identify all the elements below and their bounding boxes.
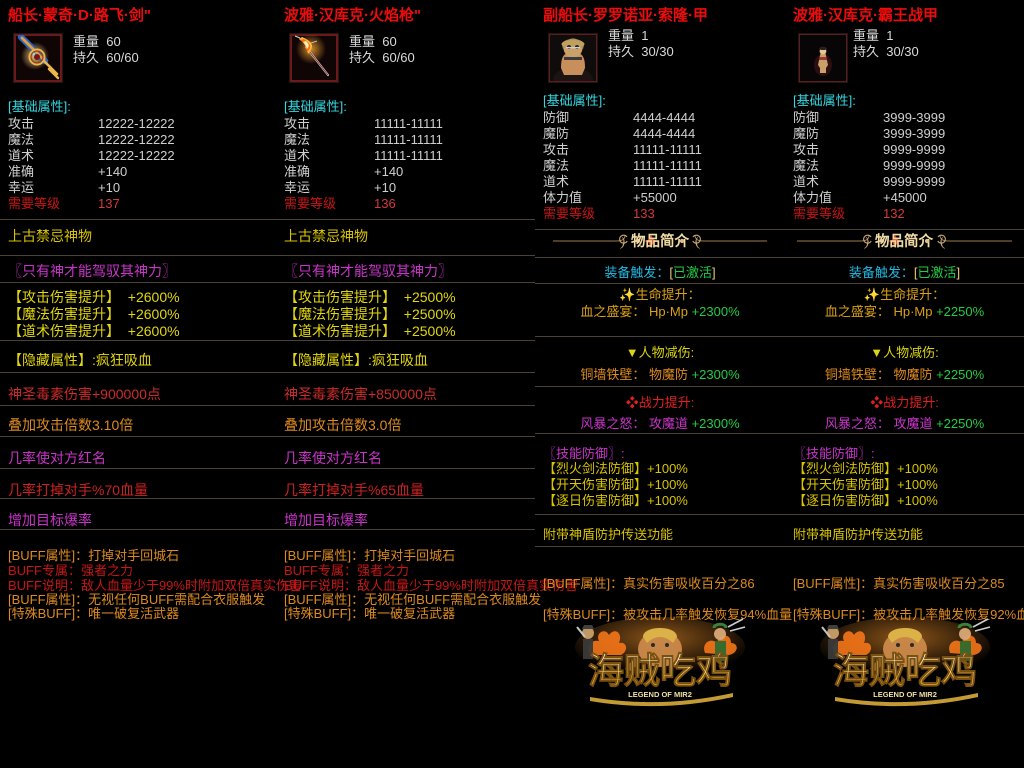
svg-text:物品简介: 物品简介	[875, 232, 933, 250]
svg-text:海贼吃鸡: 海贼吃鸡	[588, 650, 732, 691]
svg-text:海贼吃鸡: 海贼吃鸡	[832, 650, 976, 691]
svg-text:LEGEND OF MIR2: LEGEND OF MIR2	[873, 690, 937, 699]
svg-text:LEGEND OF MIR2: LEGEND OF MIR2	[628, 690, 692, 699]
